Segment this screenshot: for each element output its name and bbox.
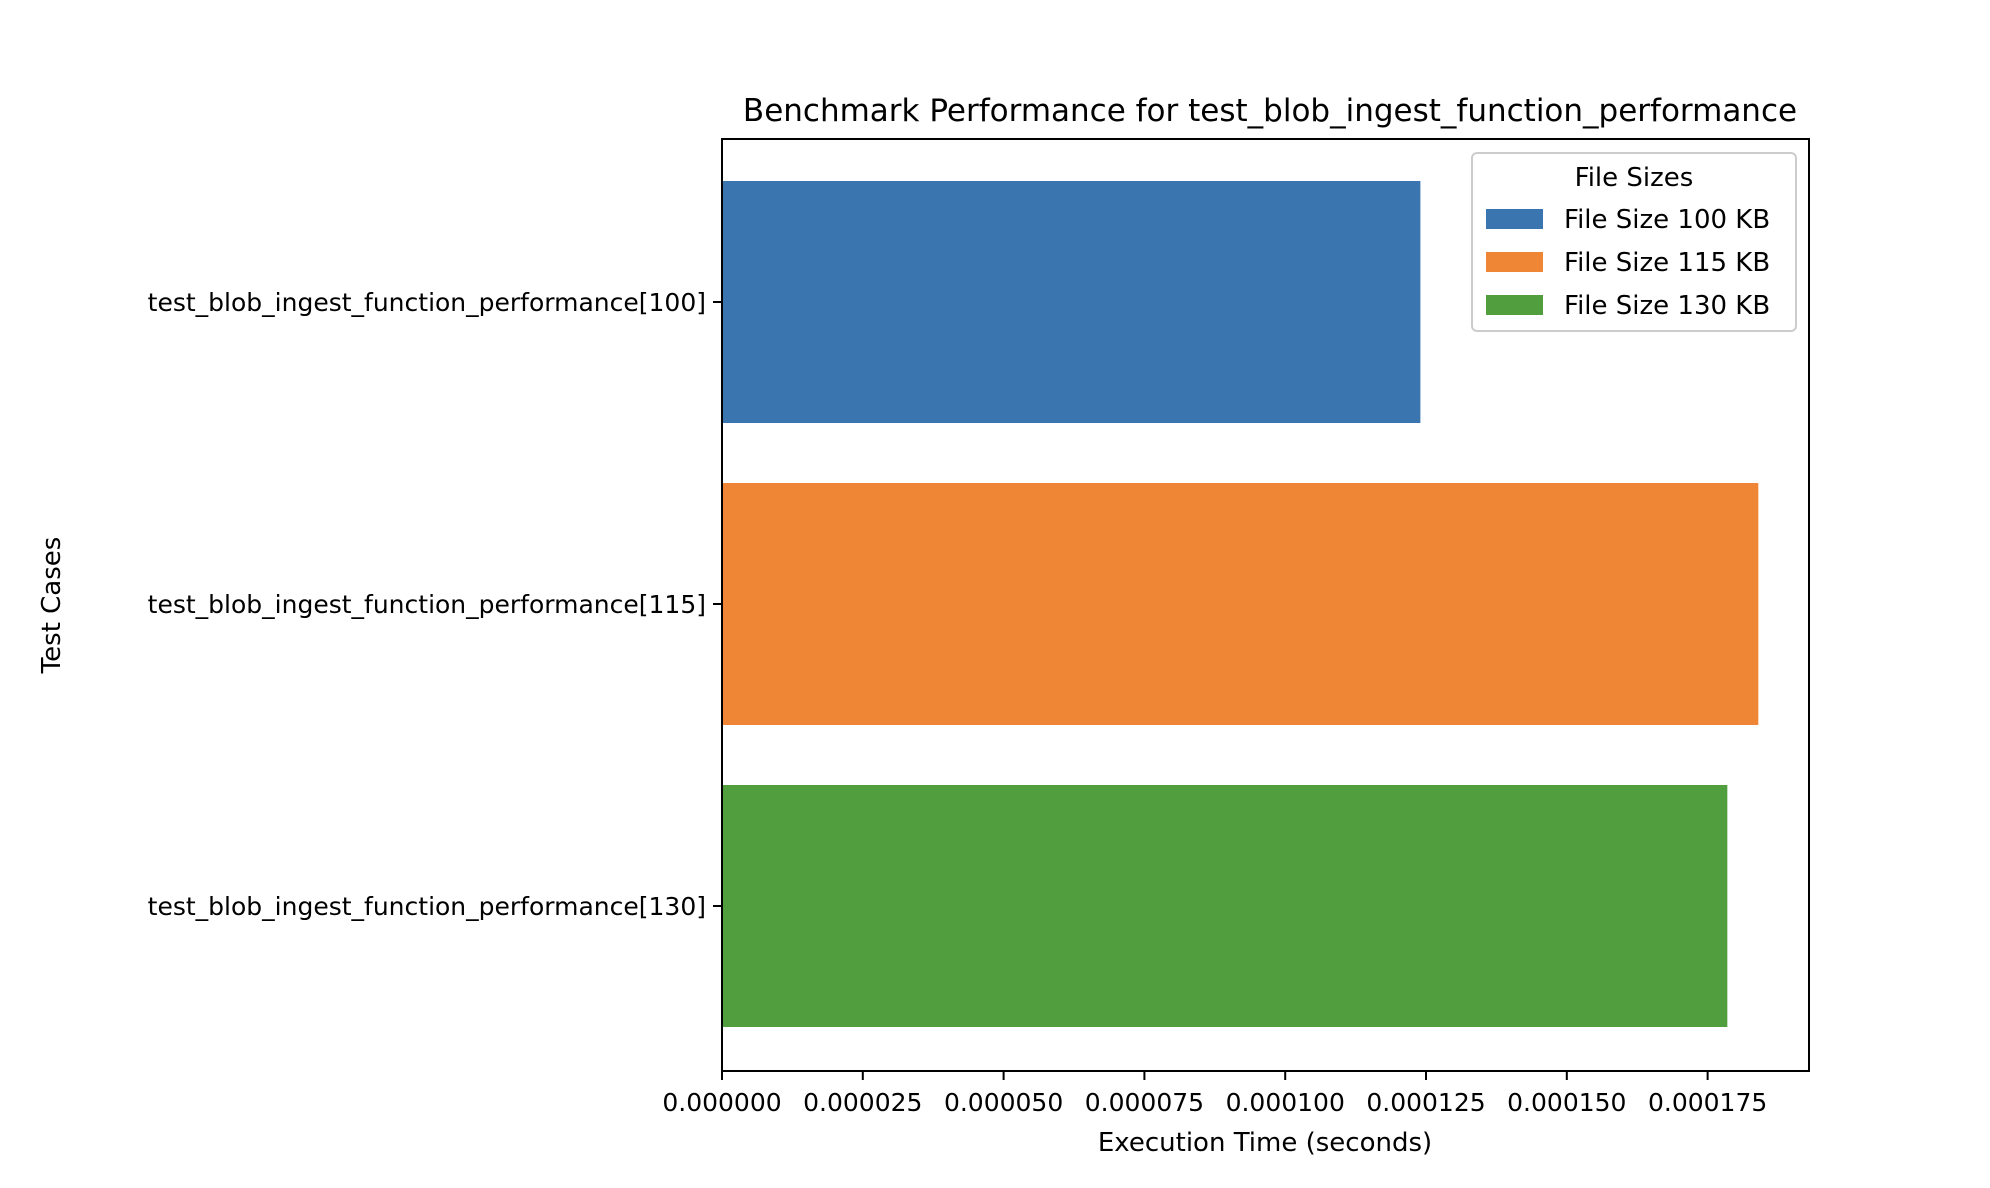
legend-title: File Sizes — [1575, 163, 1694, 193]
x-tick-label: 0.000175 — [1648, 1088, 1767, 1117]
x-tick-label: 0.000100 — [1226, 1088, 1345, 1117]
legend-swatch-3 — [1486, 295, 1543, 315]
bar-3 — [722, 785, 1728, 1027]
y-tick-label: test_blob_ingest_function_performance[11… — [148, 590, 706, 619]
y-axis-label: Test Cases — [37, 537, 67, 675]
y-axis-ticks: test_blob_ingest_function_performance[10… — [148, 288, 722, 921]
x-tick-label: 0.000150 — [1507, 1088, 1626, 1117]
legend-entry-label: File Size 115 KB — [1564, 248, 1770, 278]
x-axis-ticks: 0.000000 0.000025 0.000050 0.000075 0.000100… — [662, 1071, 1767, 1117]
x-tick-label: 0.000000 — [662, 1088, 781, 1117]
bars-group — [722, 181, 1759, 1027]
legend-entry-label: File Size 100 KB — [1564, 205, 1770, 235]
x-tick-label: 0.000125 — [1366, 1088, 1485, 1117]
x-axis-label: Execution Time (seconds) — [1098, 1128, 1432, 1158]
legend-entries: File Size 100 KB File Size 115 KB File Siz… — [1486, 205, 1770, 321]
x-tick-label: 0.000050 — [944, 1088, 1063, 1117]
bar-2 — [722, 483, 1759, 725]
y-tick-label: test_blob_ingest_function_performance[10… — [148, 288, 706, 317]
x-tick-label: 0.000075 — [1085, 1088, 1204, 1117]
legend-swatch-1 — [1486, 209, 1543, 229]
legend-entry-label: File Size 130 KB — [1564, 291, 1770, 321]
legend: File Sizes File Size 100 KB File Size 115… — [1471, 152, 1797, 332]
chart-title: Benchmark Performance for test_blob_inge… — [743, 93, 1797, 129]
legend-box — [1471, 152, 1797, 332]
x-tick-label: 0.000025 — [803, 1088, 922, 1117]
legend-swatch-2 — [1486, 252, 1543, 272]
y-tick-label: test_blob_ingest_function_performance[13… — [148, 892, 706, 921]
bar-1 — [722, 181, 1421, 423]
